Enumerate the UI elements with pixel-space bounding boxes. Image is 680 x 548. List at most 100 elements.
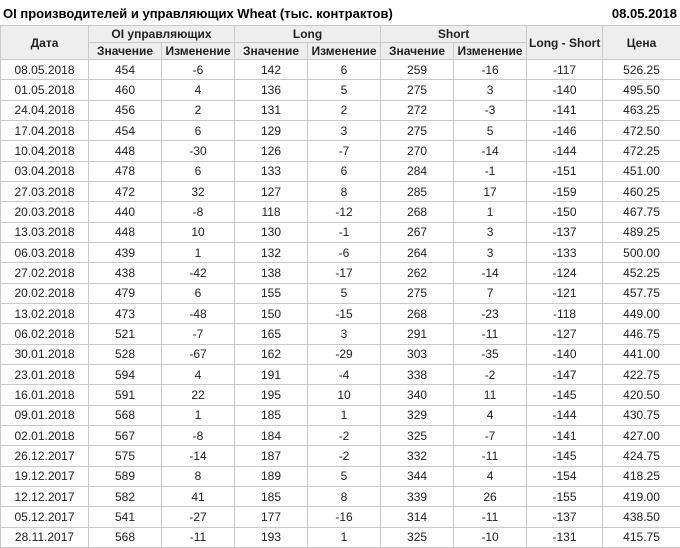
column-header-long-short: Long - Short xyxy=(526,25,604,60)
cell-oi-change: -27 xyxy=(160,506,236,528)
cell-short-change: -11 xyxy=(453,323,528,345)
table-row: 03.04.2018 478 6 133 6 284 -1 -151 451.00 xyxy=(0,160,680,182)
cell-long-change: -6 xyxy=(307,241,382,264)
cell-long-change: -7 xyxy=(307,140,382,162)
cell-short-value: 325 xyxy=(380,526,455,548)
cell-short-value: 340 xyxy=(380,384,455,406)
cell-short-value: 285 xyxy=(380,180,455,203)
cell-oi-change: 41 xyxy=(160,485,236,508)
cell-long-short: -145 xyxy=(526,384,604,406)
table-row: 01.05.2018 460 4 136 5 275 3 -140 495.50 xyxy=(0,79,680,101)
cell-short-value: 329 xyxy=(380,404,455,426)
table-row: 26.12.2017 575 -14 187 -2 332 -11 -145 424.75 xyxy=(0,445,680,467)
table-row: 27.02.2018 438 -42 138 -17 262 -14 -124 452.25 xyxy=(0,262,680,284)
cell-short-change: -11 xyxy=(453,506,528,528)
cell-long-short: -117 xyxy=(526,58,604,81)
cell-long-value: 127 xyxy=(234,180,309,203)
cell-short-change: 11 xyxy=(453,384,528,406)
cell-long-short: -118 xyxy=(526,302,604,325)
cell-short-change: -7 xyxy=(453,424,528,447)
cell-oi-change: 6 xyxy=(160,282,236,304)
cell-long-value: 126 xyxy=(234,140,309,162)
cell-long-value: 132 xyxy=(234,241,309,264)
cell-oi-change: 1 xyxy=(160,241,236,264)
cell-date: 05.12.2017 xyxy=(0,506,89,528)
cell-long-short: -141 xyxy=(526,424,604,447)
cell-oi-change: -48 xyxy=(160,302,236,325)
cell-oi-change: 4 xyxy=(160,363,236,386)
cell-short-change: -23 xyxy=(453,302,528,325)
cell-price: 422.75 xyxy=(602,363,680,386)
column-header-price: Цена xyxy=(602,25,680,60)
cell-date: 09.01.2018 xyxy=(0,404,89,426)
cell-oi-value: 439 xyxy=(88,241,162,264)
cell-oi-value: 448 xyxy=(88,221,162,243)
cell-long-value: 177 xyxy=(234,506,309,528)
cell-date: 27.02.2018 xyxy=(0,262,89,284)
cell-long-change: 3 xyxy=(307,119,382,142)
table-row: 19.12.2017 589 8 189 5 344 4 -154 418.25 xyxy=(0,465,680,487)
cell-oi-change: 6 xyxy=(160,160,236,182)
cell-date: 02.01.2018 xyxy=(0,424,89,447)
cell-oi-change: -11 xyxy=(160,526,236,548)
cell-date: 06.03.2018 xyxy=(0,241,89,264)
cell-price: 463.25 xyxy=(602,99,680,121)
cell-oi-change: 32 xyxy=(160,180,236,203)
cell-price: 415.75 xyxy=(602,526,680,548)
cell-oi-change: -7 xyxy=(160,323,236,345)
cell-date: 13.02.2018 xyxy=(0,302,89,325)
cell-price: 452.25 xyxy=(602,262,680,284)
cell-long-short: -131 xyxy=(526,526,604,548)
cell-date: 26.12.2017 xyxy=(0,445,89,467)
cell-long-change: -2 xyxy=(307,424,382,447)
cell-long-value: 150 xyxy=(234,302,309,325)
cell-long-short: -141 xyxy=(526,99,604,121)
subheader-long-value: Значение xyxy=(234,42,309,60)
cell-long-short: -140 xyxy=(526,343,604,365)
cell-short-change: 4 xyxy=(453,465,528,487)
cell-long-value: 155 xyxy=(234,282,309,304)
cell-long-change: -16 xyxy=(307,506,382,528)
cell-long-change: -12 xyxy=(307,201,382,223)
cell-short-value: 291 xyxy=(380,323,455,345)
cell-price: 438.50 xyxy=(602,506,680,528)
column-group-long: Long xyxy=(234,25,382,43)
table-row: 06.02.2018 521 -7 165 3 291 -11 -127 446.75 xyxy=(0,323,680,345)
cell-short-value: 262 xyxy=(380,262,455,284)
cell-date: 27.03.2018 xyxy=(0,180,89,203)
cell-short-value: 325 xyxy=(380,424,455,447)
cell-price: 460.25 xyxy=(602,180,680,203)
cell-long-short: -121 xyxy=(526,282,604,304)
cell-price: 467.75 xyxy=(602,201,680,223)
cell-long-short: -137 xyxy=(526,221,604,243)
column-group-short: Short xyxy=(380,25,528,43)
cell-long-change: 2 xyxy=(307,99,382,121)
cell-short-value: 267 xyxy=(380,221,455,243)
table-row: 02.01.2018 567 -8 184 -2 325 -7 -141 427.00 xyxy=(0,424,680,447)
cell-short-value: 275 xyxy=(380,282,455,304)
cell-date: 24.04.2018 xyxy=(0,99,89,121)
cell-date: 28.11.2017 xyxy=(0,526,89,548)
cell-long-value: 193 xyxy=(234,526,309,548)
cell-long-change: 1 xyxy=(307,404,382,426)
cell-long-change: 5 xyxy=(307,282,382,304)
cell-long-value: 130 xyxy=(234,221,309,243)
cell-date: 16.01.2018 xyxy=(0,384,89,406)
cell-long-short: -146 xyxy=(526,119,604,142)
cell-price: 419.00 xyxy=(602,485,680,508)
cell-long-short: -137 xyxy=(526,506,604,528)
cell-oi-value: 472 xyxy=(88,180,162,203)
cell-long-short: -147 xyxy=(526,363,604,386)
cell-long-change: 6 xyxy=(307,160,382,182)
cell-oi-value: 589 xyxy=(88,465,162,487)
cell-oi-change: -6 xyxy=(160,58,236,81)
cell-date: 03.04.2018 xyxy=(0,160,89,182)
cell-oi-value: 575 xyxy=(88,445,162,467)
cell-long-value: 185 xyxy=(234,485,309,508)
cell-date: 12.12.2017 xyxy=(0,485,89,508)
cell-short-value: 275 xyxy=(380,79,455,101)
cell-price: 489.25 xyxy=(602,221,680,243)
cell-long-short: -151 xyxy=(526,160,604,182)
cell-oi-value: 582 xyxy=(88,485,162,508)
cell-long-change: 8 xyxy=(307,180,382,203)
